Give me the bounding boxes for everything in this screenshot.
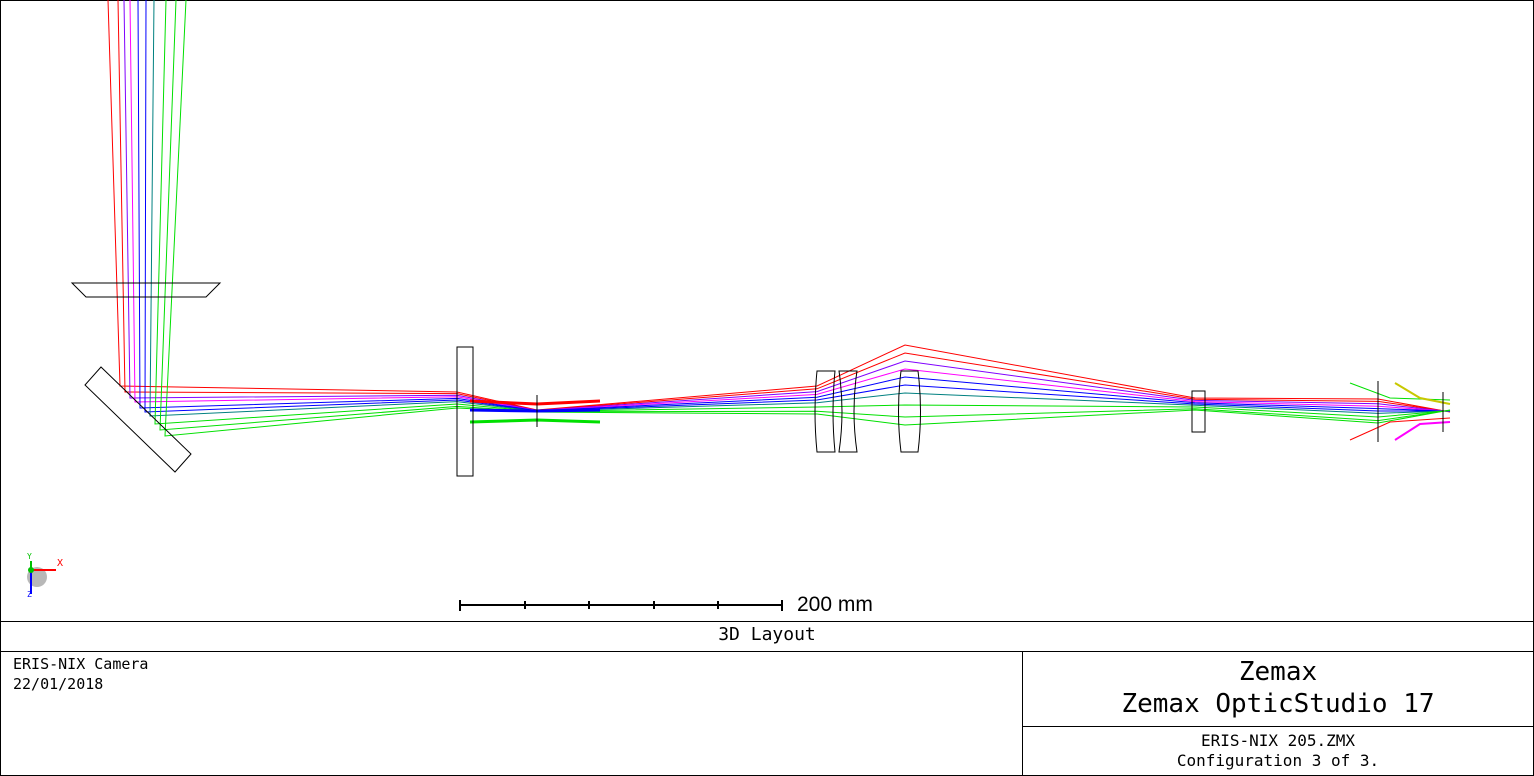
axis-origin bbox=[28, 567, 34, 573]
ray-trace bbox=[117, 0, 1451, 413]
ray-trace bbox=[159, 0, 1451, 431]
entrance-filter-element bbox=[70, 282, 222, 298]
configuration-label: Configuration 3 of 3. bbox=[1176, 751, 1380, 770]
filter-element bbox=[1191, 390, 1206, 433]
ray-trace bbox=[144, 0, 1450, 413]
product-name: Zemax OpticStudio 17 bbox=[1121, 689, 1435, 719]
ray-trace bbox=[123, 0, 1451, 413]
scale-bar-label: 200 mm bbox=[797, 593, 873, 616]
lens-2 bbox=[838, 370, 858, 453]
scale-bar bbox=[459, 600, 783, 611]
file-name: ERIS-NIX 205.ZMX bbox=[1200, 731, 1356, 750]
ray-trace bbox=[129, 0, 1451, 412]
ray-trace bbox=[107, 0, 1451, 413]
window-plate bbox=[456, 346, 474, 477]
project-date: 22/01/2018 bbox=[13, 675, 104, 693]
ray-trace bbox=[1394, 382, 1451, 405]
lens-1 bbox=[814, 370, 836, 453]
ray-trace bbox=[1349, 417, 1451, 441]
brand-name: Zemax bbox=[1238, 657, 1318, 687]
ray-bundles bbox=[107, 0, 1451, 441]
plot-title: 3D Layout bbox=[718, 624, 816, 645]
x-axis-label: X bbox=[57, 558, 64, 569]
z-axis-label: Z bbox=[27, 590, 32, 599]
lens-3 bbox=[898, 370, 921, 453]
axis-triad-icon bbox=[27, 561, 56, 594]
ray-trace bbox=[149, 0, 1451, 417]
ray-trace bbox=[469, 408, 601, 413]
ray-trace bbox=[469, 418, 601, 424]
ray-trace bbox=[1394, 421, 1451, 441]
ray-trace bbox=[137, 0, 1451, 412]
project-name: ERIS-NIX Camera bbox=[13, 655, 149, 673]
ray-trace bbox=[154, 0, 1451, 425]
fold-mirror bbox=[84, 366, 192, 473]
optical-elements bbox=[70, 282, 1444, 477]
ray-trace bbox=[164, 0, 1451, 437]
y-axis-label: Y bbox=[27, 552, 32, 561]
